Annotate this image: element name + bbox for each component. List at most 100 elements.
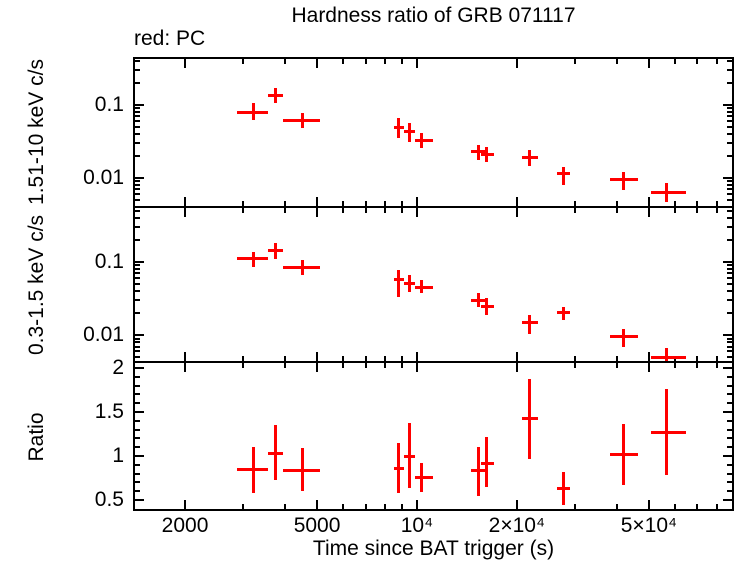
y-tick-mark — [727, 473, 732, 475]
y-tick-mark — [727, 464, 732, 466]
data-point-yerror-bar — [561, 306, 565, 321]
x-tick-mark — [342, 504, 344, 509]
x-tick-mark — [184, 352, 186, 361]
panel-separator-2 — [133, 361, 734, 363]
y-tick-mark — [135, 290, 140, 292]
y-tick-mark — [727, 199, 732, 201]
data-point-yerror-bar — [527, 149, 531, 166]
legend-pc-label: red: PC — [134, 27, 206, 50]
x-tick-mark — [384, 208, 386, 213]
y-axis-label-ratio: Ratio — [25, 412, 48, 462]
x-tick-mark — [416, 352, 418, 361]
y-tick-mark — [727, 402, 732, 404]
x-tick-label: 10⁴ — [400, 514, 434, 537]
x-tick-mark — [184, 208, 186, 217]
data-point-yerror-bar — [408, 122, 412, 143]
y-tick-mark — [727, 490, 732, 492]
y-axis-label-soft-rate: 0.3-1.5 keV c/s — [25, 214, 48, 356]
y-tick-mark — [727, 184, 732, 186]
x-tick-mark — [696, 201, 698, 206]
y-tick-mark — [727, 126, 732, 128]
y-tick-mark — [727, 111, 732, 113]
x-tick-mark — [416, 363, 418, 372]
y-tick-mark — [135, 376, 140, 378]
data-point-yerror-bar — [408, 275, 412, 292]
y-tick-mark — [135, 490, 140, 492]
y-tick-mark — [727, 180, 732, 182]
x-tick-mark — [384, 201, 386, 206]
y-tick-mark — [135, 193, 140, 195]
y-tick-mark — [135, 60, 140, 62]
data-point-yerror-bar — [621, 171, 625, 191]
y-tick-mark — [135, 177, 144, 179]
x-tick-mark — [616, 59, 618, 64]
y-tick-mark — [135, 272, 140, 274]
data-point-yerror-bar — [274, 88, 278, 104]
y-tick-mark — [135, 385, 140, 387]
x-tick-mark — [716, 59, 718, 64]
x-tick-mark — [716, 208, 718, 213]
x-tick-mark — [365, 208, 367, 213]
x-tick-mark — [674, 208, 676, 213]
y-tick-mark — [135, 367, 144, 369]
y-tick-mark — [727, 350, 732, 352]
x-tick-mark — [316, 363, 318, 372]
x-tick-mark — [516, 208, 518, 217]
x-tick-mark — [242, 201, 244, 206]
data-point-xerror-bar — [651, 355, 686, 359]
data-point-yerror-bar — [561, 166, 565, 186]
x-tick-label: 2×10⁴ — [488, 514, 545, 537]
x-tick-mark — [284, 208, 286, 213]
data-point-yerror-bar — [251, 102, 255, 121]
x-tick-mark — [616, 201, 618, 206]
y-tick-mark — [727, 277, 732, 279]
x-tick-mark — [184, 500, 186, 509]
data-point-xerror-bar — [651, 190, 686, 194]
x-tick-mark — [716, 363, 718, 368]
y-tick-mark — [727, 341, 732, 343]
y-tick-mark — [135, 411, 144, 413]
x-tick-mark — [365, 363, 367, 368]
y-tick-mark — [135, 120, 140, 122]
x-tick-mark — [648, 208, 650, 217]
y-tick-mark — [135, 356, 140, 358]
x-tick-mark — [316, 500, 318, 509]
x-tick-mark — [648, 352, 650, 361]
data-point-yerror-bar — [476, 144, 480, 161]
x-axis-label: Time since BAT trigger (s) — [312, 537, 555, 560]
x-tick-mark — [401, 201, 403, 206]
x-tick-mark — [401, 363, 403, 368]
x-tick-mark — [384, 356, 386, 361]
x-tick-mark — [384, 504, 386, 509]
x-tick-mark — [184, 59, 186, 68]
y-tick-mark — [135, 142, 140, 144]
data-point-xerror-bar — [414, 475, 433, 479]
x-tick-mark — [316, 352, 318, 361]
y-tick-mark — [727, 385, 732, 387]
y-tick-mark — [135, 338, 140, 340]
x-tick-mark — [516, 197, 518, 206]
x-tick-mark — [401, 356, 403, 361]
y-tick-mark — [727, 356, 732, 358]
x-tick-label: 5000 — [293, 514, 341, 537]
x-tick-mark — [574, 59, 576, 64]
y-tick-mark — [727, 188, 732, 190]
x-tick-mark — [516, 59, 518, 68]
x-tick-mark — [674, 504, 676, 509]
x-tick-mark — [284, 356, 286, 361]
data-point-yerror-bar — [397, 442, 401, 493]
y-tick-mark — [723, 177, 732, 179]
y-tick-mark — [135, 104, 144, 106]
y-tick-mark — [727, 268, 732, 270]
x-tick-mark — [696, 504, 698, 509]
y-tick-label: 0.01 — [83, 165, 124, 189]
x-tick-mark — [648, 500, 650, 509]
y-tick-mark — [135, 69, 140, 71]
x-tick-mark — [616, 356, 618, 361]
data-point-yerror-bar — [484, 298, 488, 316]
y-tick-mark — [727, 210, 732, 212]
x-tick-mark — [574, 363, 576, 368]
x-tick-mark — [616, 208, 618, 213]
y-tick-mark — [135, 464, 140, 466]
